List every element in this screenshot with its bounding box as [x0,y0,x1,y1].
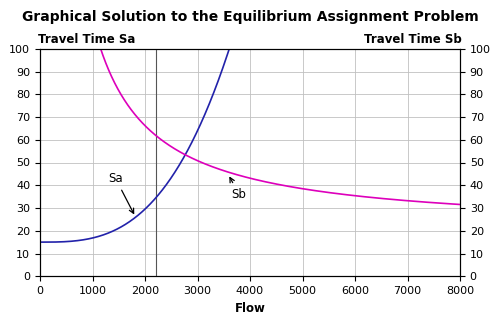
Text: Travel Time Sa: Travel Time Sa [38,33,136,46]
Text: Graphical Solution to the Equilibrium Assignment Problem: Graphical Solution to the Equilibrium As… [22,10,478,24]
X-axis label: Flow: Flow [234,302,266,315]
Text: Sa: Sa [108,172,134,214]
Text: Travel Time Sb: Travel Time Sb [364,33,462,46]
Text: Sb: Sb [230,177,246,201]
